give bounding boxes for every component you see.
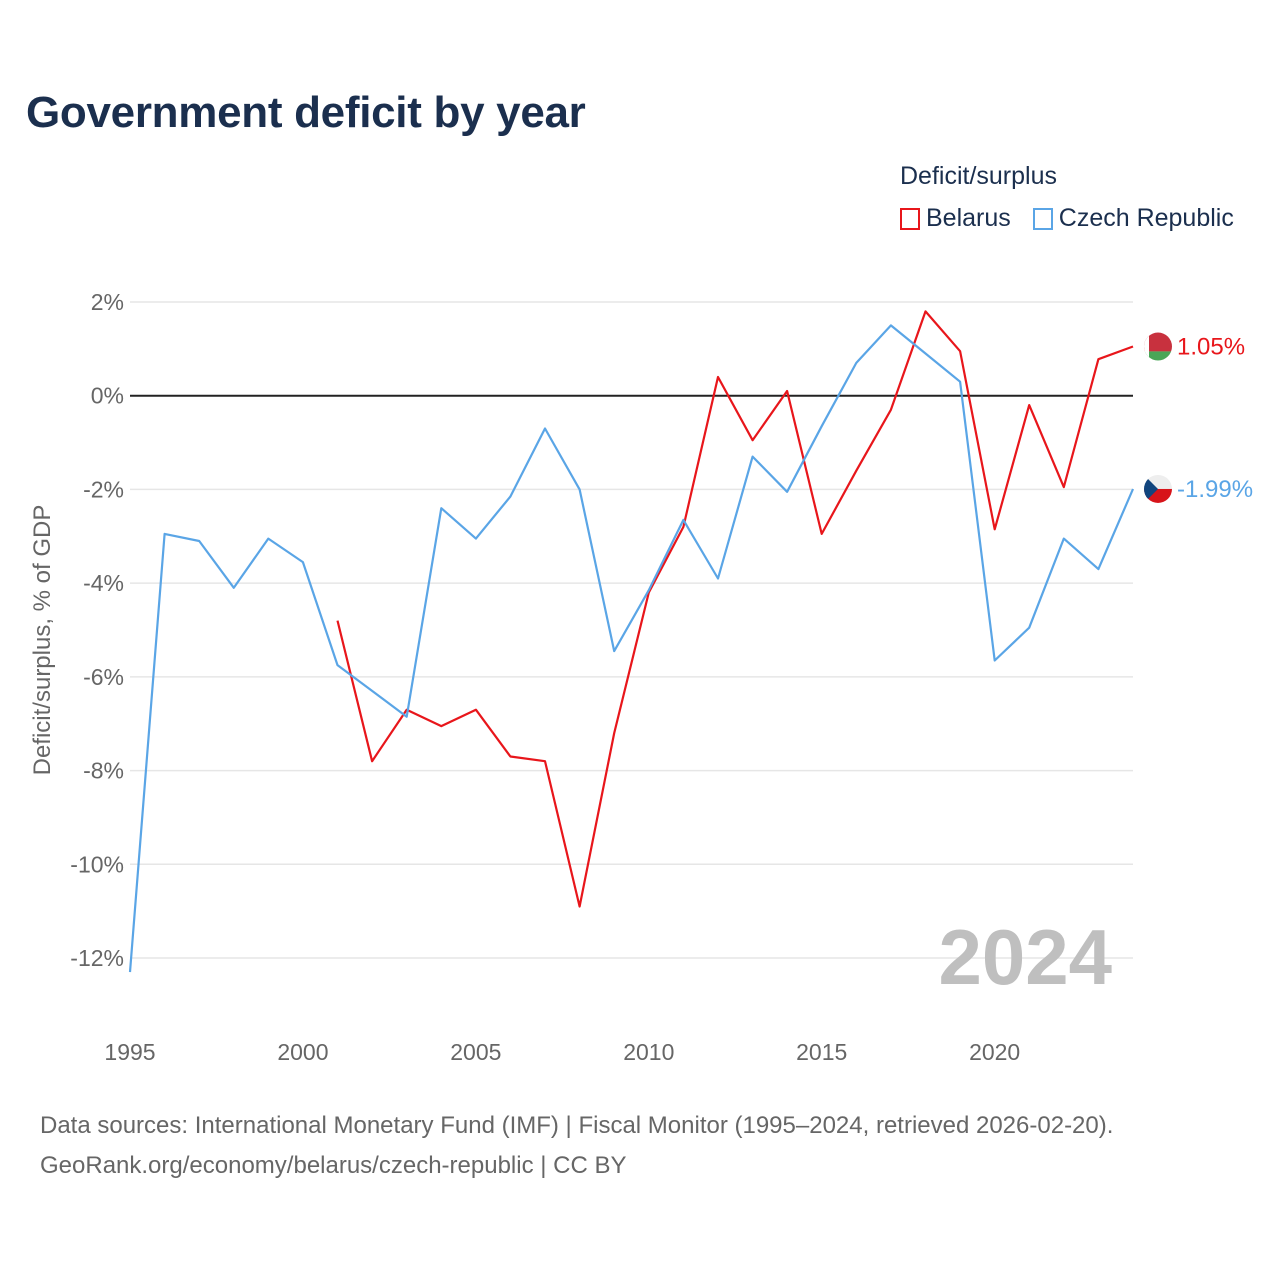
x-tick-label: 1995 [104, 1039, 155, 1065]
y-tick-label: -6% [83, 664, 124, 690]
year-watermark: 2024 [938, 913, 1112, 1001]
footer-attribution[interactable]: GeoRank.org/economy/belarus/czech-republ… [40, 1152, 627, 1179]
y-tick-label: 2% [91, 289, 124, 315]
x-tick-label: 2005 [450, 1039, 501, 1065]
x-tick-label: 2015 [796, 1039, 847, 1065]
legend-swatch-czech-republic [1032, 207, 1053, 230]
footer-sources: Data sources: International Monetary Fun… [40, 1112, 1114, 1139]
legend-item-belarus[interactable]: Belarus [900, 204, 1011, 233]
y-axis-label: Deficit/surplus, % of GDP [29, 505, 56, 776]
end-marker-czech-republic [1144, 474, 1172, 503]
chart-title: Government deficit by year [26, 88, 586, 137]
grid-lines [130, 301, 1133, 959]
y-tick-label: 0% [91, 383, 124, 409]
y-tick-labels: 2% 0% -2% -4% -6% -8% -10% -12% [70, 289, 124, 971]
end-label-czech-republic: -1.99% [1177, 476, 1253, 503]
y-tick-label: -12% [70, 945, 124, 971]
x-tick-label: 2000 [277, 1039, 328, 1065]
legend-label-czech-republic: Czech Republic [1058, 204, 1234, 232]
y-tick-label: -4% [83, 570, 124, 596]
series-end-markers: 1.05% -1.99% [1144, 332, 1253, 503]
legend-swatch-belarus [900, 207, 920, 230]
y-tick-label: -2% [83, 476, 124, 502]
flag-icon [1144, 474, 1172, 503]
legend-title: Deficit/surplus [900, 162, 1057, 190]
end-label-belarus: 1.05% [1177, 334, 1245, 361]
series-line-czech-republic [128, 324, 1135, 973]
footer: Data sources: International Monetary Fun… [40, 1106, 1113, 1186]
y-tick-label: -10% [70, 851, 124, 877]
x-tick-label: 2020 [969, 1039, 1020, 1065]
flag-icon [1144, 332, 1172, 361]
y-tick-label: -8% [83, 758, 124, 784]
series-lines [128, 310, 1135, 973]
legend-label-belarus: Belarus [926, 204, 1011, 232]
x-tick-label: 2010 [623, 1039, 674, 1065]
end-marker-belarus [1144, 332, 1172, 361]
series-line-belarus [336, 310, 1134, 908]
legend-item-czech-republic[interactable]: Czech Republic [1032, 204, 1234, 233]
legend: Belarus Czech Republic [900, 204, 1234, 233]
x-tick-labels: 1995 2000 2005 2010 2015 2020 [104, 1039, 1020, 1065]
